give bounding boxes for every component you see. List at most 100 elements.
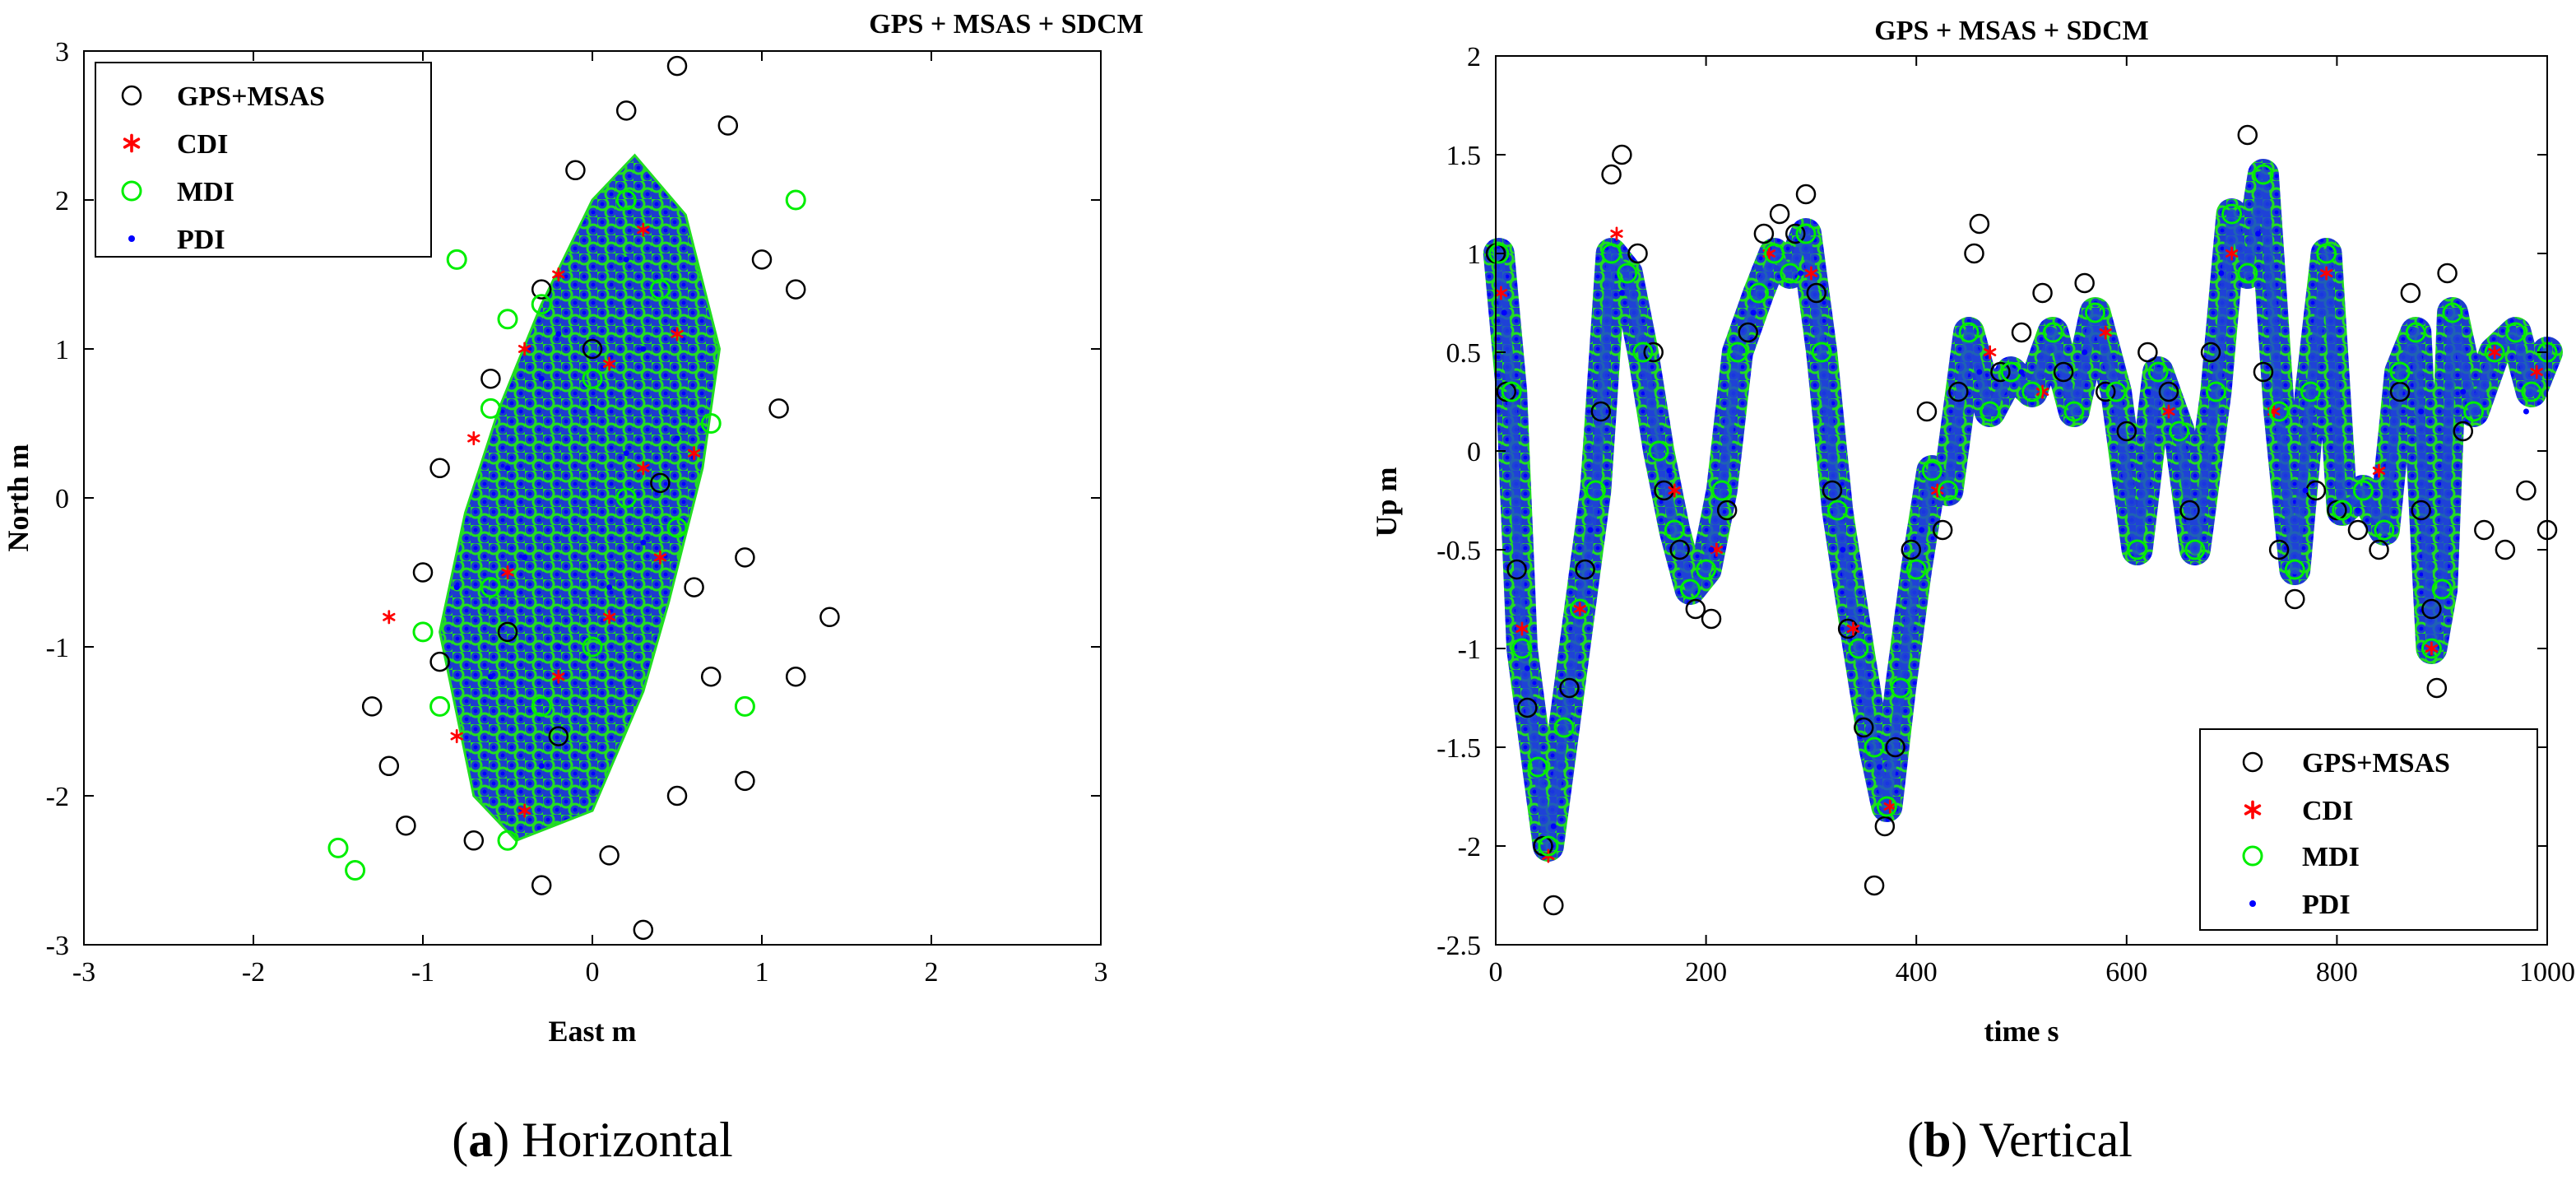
chart-b-caption-letter: b xyxy=(1924,1113,1951,1167)
point-mdi xyxy=(2184,539,2206,560)
point-gps-msas xyxy=(1822,480,1843,501)
point-gps-msas xyxy=(497,621,518,643)
y-tick-label: -2 xyxy=(46,782,69,812)
legend-b-cdi-label: CDI xyxy=(2302,796,2353,826)
chart-b-title: GPS + MSAS + SDCM xyxy=(1874,16,2148,46)
point-gps-msas xyxy=(2285,588,2305,610)
chart-b-xlabel: time s xyxy=(1984,1015,2059,1048)
point-pdi xyxy=(1840,546,1846,553)
point-gps-msas xyxy=(1964,243,1984,264)
chart-b-caption-text: Vertical xyxy=(1979,1113,2133,1167)
point-mdi xyxy=(2352,480,2374,501)
y-tick-label: 3 xyxy=(55,37,69,67)
point-mdi xyxy=(2105,381,2127,402)
point-pdi xyxy=(2218,270,2225,277)
point-gps-msas xyxy=(1590,401,1612,422)
point-mdi xyxy=(2042,322,2063,343)
x-tick-label: 1000 xyxy=(2519,957,2575,988)
legend-b-gps-msas-label: GPS+MSAS xyxy=(2302,748,2450,779)
point-mdi xyxy=(1648,440,1669,462)
chart-a-caption-letter: a xyxy=(468,1113,493,1167)
point-mdi xyxy=(1811,342,1832,363)
point-gps-msas xyxy=(785,666,806,687)
point-mdi xyxy=(2389,361,2411,383)
point-mdi xyxy=(480,397,501,419)
x-tick-label: 3 xyxy=(1094,957,1108,988)
legend-mdi-label: MDI xyxy=(177,177,234,207)
point-gps-msas xyxy=(1806,282,1827,304)
point-gps-msas xyxy=(1627,243,1648,264)
point-pdi xyxy=(2523,408,2529,415)
legend-cdi-label: CDI xyxy=(177,129,228,160)
legend-b-mdi-marker xyxy=(2242,845,2263,867)
point-mdi xyxy=(446,249,467,270)
point-gps-msas xyxy=(1575,559,1595,580)
point-gps-msas xyxy=(2347,519,2369,541)
point-mdi xyxy=(2253,164,2274,185)
point-mdi xyxy=(1848,638,1869,659)
point-gps-msas xyxy=(2327,500,2347,521)
point-mdi xyxy=(497,830,518,851)
x-tick-label: 1 xyxy=(755,957,769,988)
point-mdi xyxy=(1727,342,1748,363)
point-gps-msas xyxy=(1901,539,1922,560)
point-gps-msas xyxy=(396,815,416,836)
point-pdi xyxy=(453,584,460,591)
point-mdi xyxy=(2521,381,2542,402)
point-mdi xyxy=(615,189,637,211)
point-gps-msas xyxy=(735,770,755,792)
chart-a-caption-text: Horizontal xyxy=(522,1113,733,1167)
point-gps-msas xyxy=(2369,539,2389,560)
point-mdi xyxy=(1905,559,1927,580)
point-mdi xyxy=(497,309,518,330)
point-pdi xyxy=(538,375,545,382)
point-pdi xyxy=(1976,369,1983,375)
point-gps-msas xyxy=(2389,381,2411,402)
point-pdi xyxy=(1798,270,1804,277)
point-gps-msas xyxy=(2437,263,2458,284)
chart-a-points xyxy=(327,55,840,941)
y-tick-label: -2 xyxy=(1458,832,1481,862)
point-gps-msas xyxy=(1795,184,1817,205)
chart-a-x-ticks: -3 -2 -1 0 1 2 3 xyxy=(72,51,1108,988)
point-gps-msas xyxy=(582,338,603,360)
point-mdi xyxy=(2268,401,2290,422)
y-tick-label: -1 xyxy=(1458,635,1481,665)
point-mdi xyxy=(1980,401,2001,422)
y-tick-label: 0 xyxy=(55,484,69,514)
point-mdi xyxy=(2316,243,2337,264)
point-gps-msas xyxy=(1533,835,1553,857)
point-pdi xyxy=(2302,487,2309,494)
point-pdi xyxy=(2460,388,2467,395)
chart-horizontal: GPS + MSAS + SDCM -3 -2 -1 0 1 2 3 -3-2-10123 … xyxy=(2,9,1144,1167)
point-gps-msas xyxy=(2421,598,2442,620)
chart-b-x-ticks: 0 200 400 600 800 1000 xyxy=(1489,56,2575,988)
chart-b-y-ticks: -2.5 -2 -1.5 -1 -0.5 0 0.5 1 1.5 2 xyxy=(1437,42,2547,961)
point-gps-msas xyxy=(1854,717,1874,738)
point-mdi xyxy=(2169,421,2190,442)
point-gps-msas xyxy=(1948,381,1969,402)
y-tick-label: 0.5 xyxy=(1446,338,1482,369)
point-mdi xyxy=(1890,677,1911,699)
legend-pdi-label: PDI xyxy=(177,225,225,255)
point-mdi xyxy=(582,368,603,389)
point-pdi xyxy=(487,673,494,680)
chart-b-ylabel: Up m xyxy=(1370,467,1403,537)
point-mdi xyxy=(412,621,434,643)
point-mdi xyxy=(1601,243,1622,264)
chart-b-caption: (b) Vertical xyxy=(1907,1113,2133,1167)
point-mdi xyxy=(2063,401,2085,422)
point-gps-msas xyxy=(1837,618,1859,639)
point-gps-msas xyxy=(1601,164,1622,185)
point-gps-msas xyxy=(1506,559,1527,580)
y-tick-label: -0.5 xyxy=(1437,536,1481,566)
point-gps-msas xyxy=(1559,677,1580,699)
point-mdi xyxy=(1795,223,1817,244)
chart-a-legend-box xyxy=(95,62,432,258)
x-tick-label: 2 xyxy=(925,957,939,988)
chart-vertical: GPS + MSAS + SDCM 0 200 400 600 800 1000 -2.5… xyxy=(1370,16,2575,1167)
point-gps-msas xyxy=(1769,203,1790,225)
point-mdi xyxy=(1553,717,1575,738)
point-gps-msas xyxy=(378,755,400,777)
point-gps-msas xyxy=(1517,697,1538,718)
